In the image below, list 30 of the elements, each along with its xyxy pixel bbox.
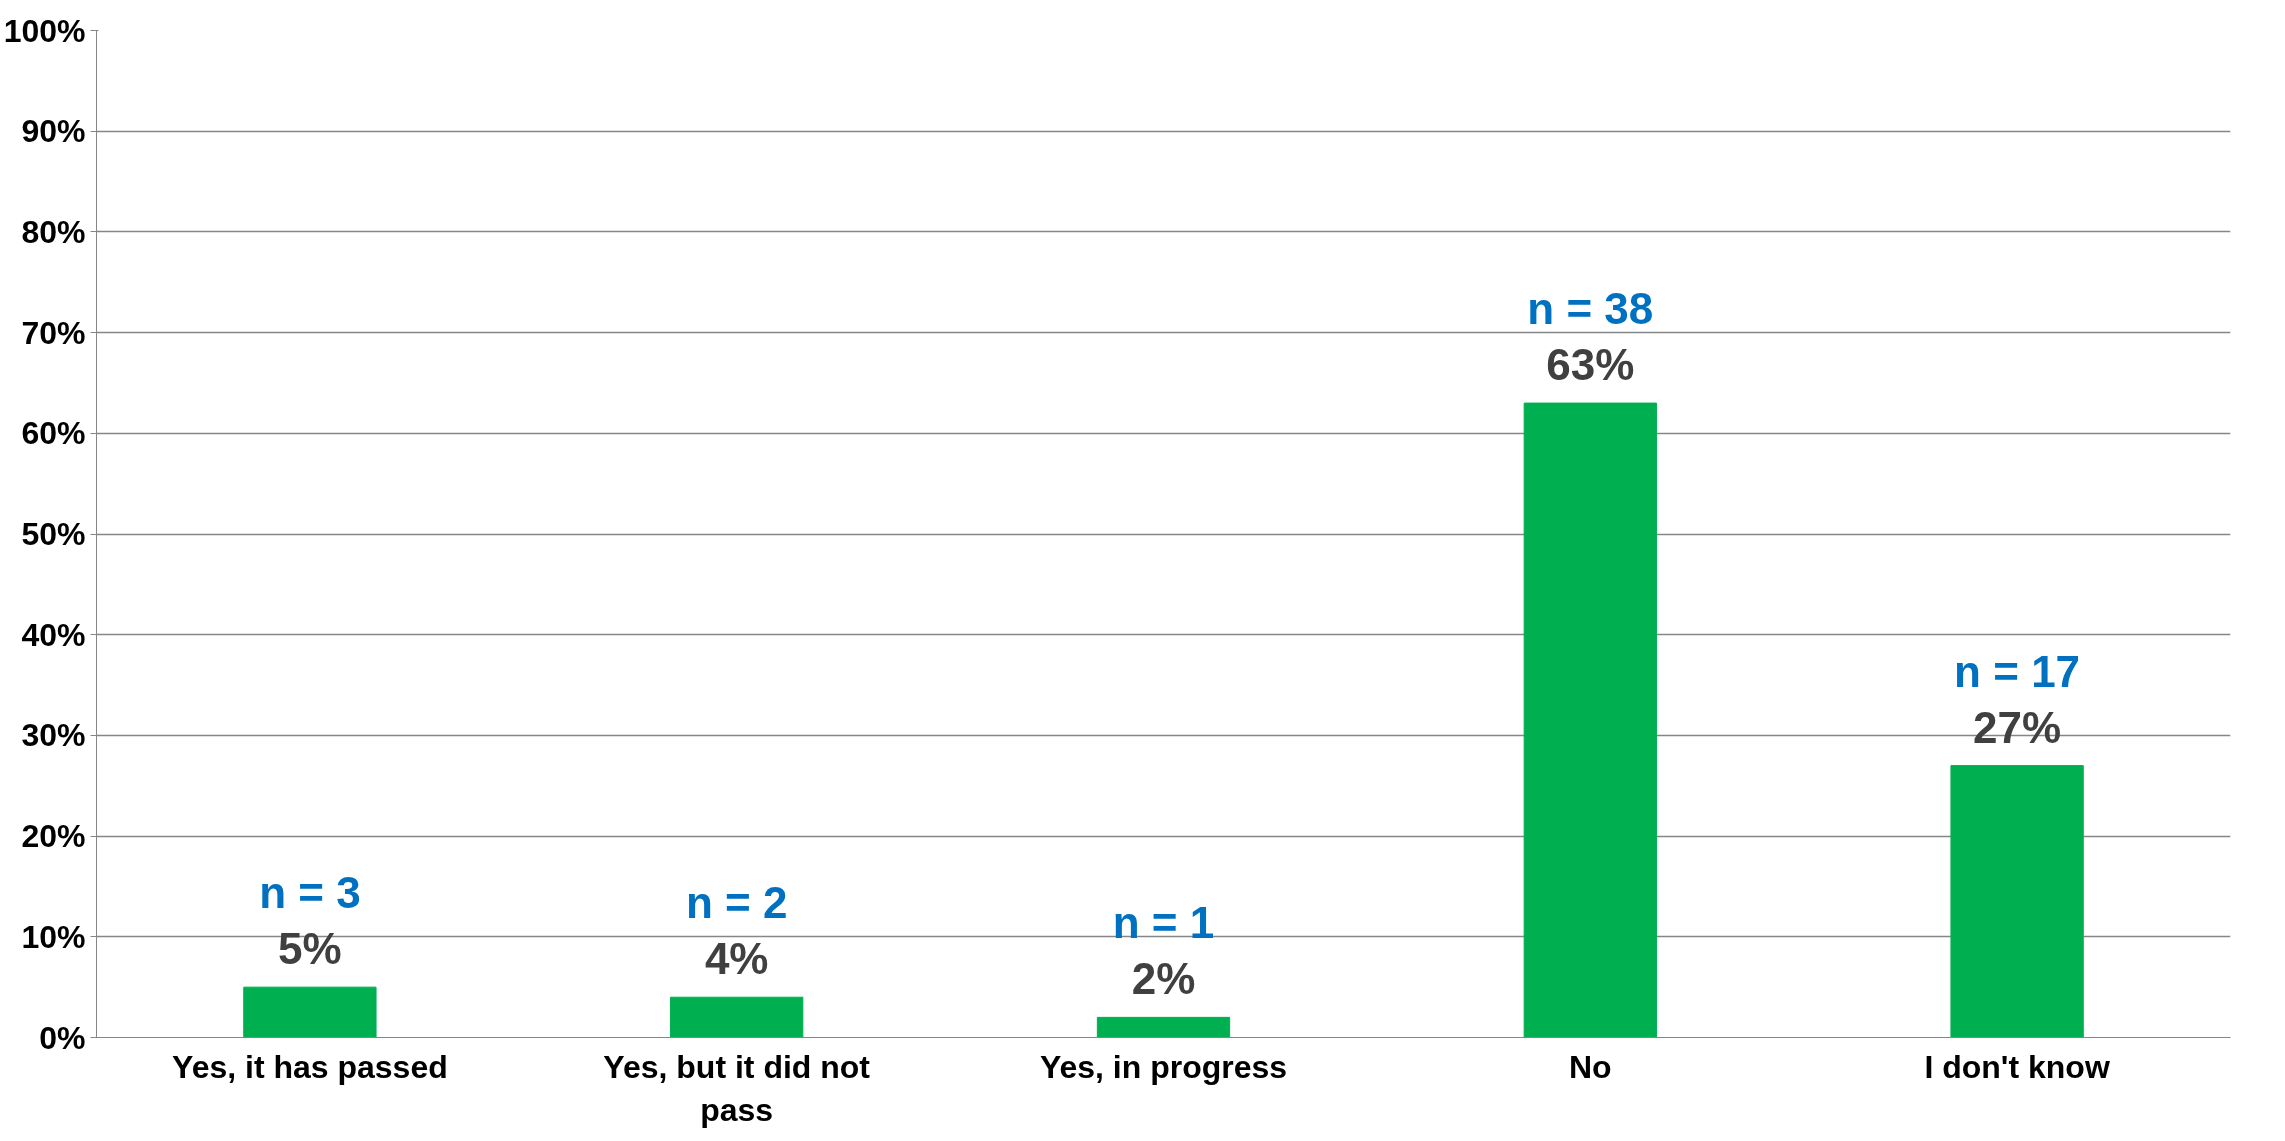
data-label: 4%	[704, 934, 769, 984]
x-tick-label: I don't know	[1924, 1048, 2110, 1085]
bar	[670, 996, 804, 1038]
bar	[1096, 1016, 1231, 1038]
y-tick-label: 50%	[21, 516, 86, 552]
y-tick-label: 10%	[21, 918, 86, 955]
y-tick-label: 100%	[3, 12, 86, 49]
y-tick-label: 90%	[21, 113, 86, 150]
data-label: 5%	[278, 924, 342, 974]
x-tick-label: No	[1568, 1048, 1612, 1085]
y-tick-label: 30%	[21, 717, 86, 754]
annotation: n = 17	[1954, 646, 2081, 696]
y-tick-label: 60%	[21, 415, 86, 452]
bar	[243, 986, 377, 1038]
x-tick-label: Yes, it has passed	[172, 1048, 448, 1085]
bar	[1523, 402, 1657, 1038]
x-tick-label: Yes, but it did not pass	[603, 1048, 871, 1128]
y-tick-label: 20%	[21, 818, 86, 855]
annotation: n = 2	[685, 878, 788, 928]
annotation: n = 3	[259, 868, 361, 918]
y-tick-label: 40%	[21, 616, 86, 653]
annotation: n = 38	[1527, 284, 1654, 334]
y-tick-label: 70%	[21, 314, 86, 351]
x-tick-label: Yes, in progress	[1039, 1048, 1288, 1085]
data-label: 63%	[1546, 340, 1635, 390]
y-tick-label: 0%	[39, 1019, 86, 1056]
data-label: 2%	[1131, 954, 1196, 1004]
bar	[1950, 765, 2084, 1038]
annotation: n = 1	[1112, 898, 1215, 948]
y-tick-label: 80%	[21, 213, 86, 250]
